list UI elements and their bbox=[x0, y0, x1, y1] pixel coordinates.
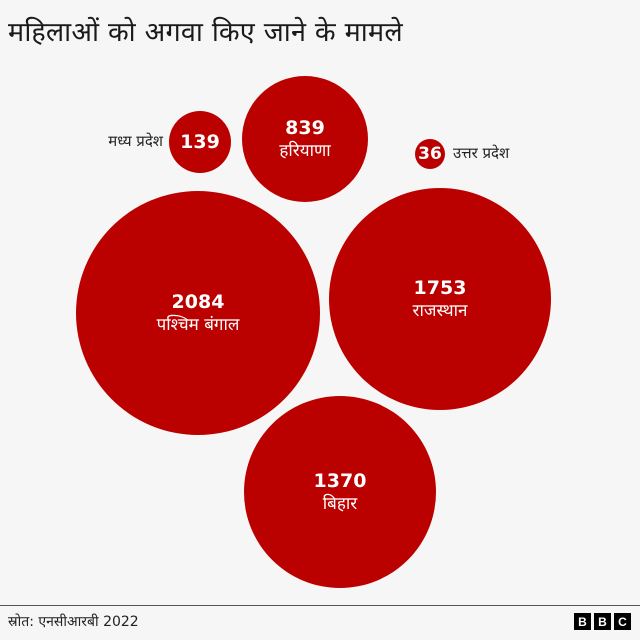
bubble: 36 bbox=[415, 139, 445, 169]
bubble-value: 1370 bbox=[313, 470, 367, 492]
bubble-label: राजस्थान bbox=[412, 301, 468, 321]
bubble-external-label: मध्य प्रदेश bbox=[108, 132, 163, 150]
bubble: 139 bbox=[169, 111, 231, 173]
footer-divider bbox=[0, 605, 640, 606]
bubble-value: 2084 bbox=[171, 291, 225, 313]
source-note: स्रोत: एनसीआरबी 2022 bbox=[8, 614, 139, 630]
bubble-value: 1753 bbox=[413, 277, 467, 299]
bbc-logo-letter: C bbox=[614, 613, 631, 630]
bubble-value: 839 bbox=[285, 117, 325, 139]
bubble-label: हरियाणा bbox=[279, 141, 331, 161]
chart-title: महिलाओं को अगवा किए जाने के मामले bbox=[8, 17, 403, 48]
bubble-value: 36 bbox=[418, 144, 442, 164]
bbc-logo-letter: B bbox=[574, 613, 591, 630]
bubble-value: 139 bbox=[180, 131, 220, 153]
bubble-external-label: उत्तर प्रदेश bbox=[453, 144, 510, 162]
bubble: 1753 राजस्थान bbox=[329, 188, 551, 410]
bubble-label: पश्चिम बंगाल bbox=[156, 315, 240, 335]
bubble-label: बिहार bbox=[322, 494, 358, 514]
bbc-logo: B B C bbox=[574, 613, 631, 630]
bbc-logo-letter: B bbox=[594, 613, 611, 630]
bubble: 1370 बिहार bbox=[244, 396, 436, 588]
bubble: 839 हरियाणा bbox=[242, 76, 368, 202]
bubble: 2084 पश्चिम बंगाल bbox=[76, 191, 320, 435]
